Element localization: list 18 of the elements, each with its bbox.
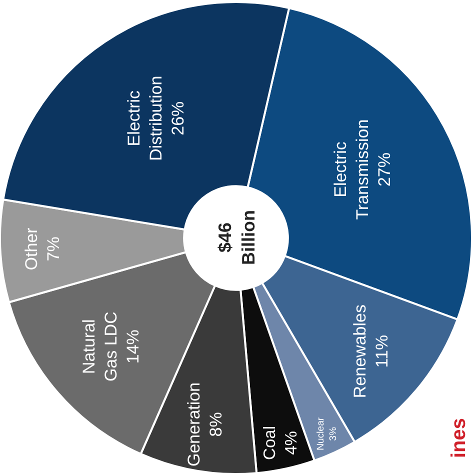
slice-label: Other xyxy=(22,227,42,270)
slice-label: Nuclear xyxy=(315,416,326,450)
slice-label: Generation xyxy=(184,382,204,467)
text: ines xyxy=(448,418,470,458)
data-label: 8% xyxy=(206,412,226,437)
data-label: 27% xyxy=(375,152,394,187)
slice-label: Electric Distribution xyxy=(124,76,166,161)
slice-label: Electric Transmission xyxy=(331,119,372,220)
text: $46 Billion xyxy=(215,210,258,265)
data-label: 3% xyxy=(328,426,339,441)
data-label: 14% xyxy=(124,330,143,364)
data-label: 4% xyxy=(281,430,300,455)
slice-label: Coal xyxy=(260,426,279,460)
data-label: 26% xyxy=(168,101,188,136)
slice-label: Renewables xyxy=(350,304,370,398)
slice-label: Natural Gas LDC xyxy=(79,312,121,382)
data-label: 11% xyxy=(372,334,392,368)
data-label: 7% xyxy=(44,236,64,262)
